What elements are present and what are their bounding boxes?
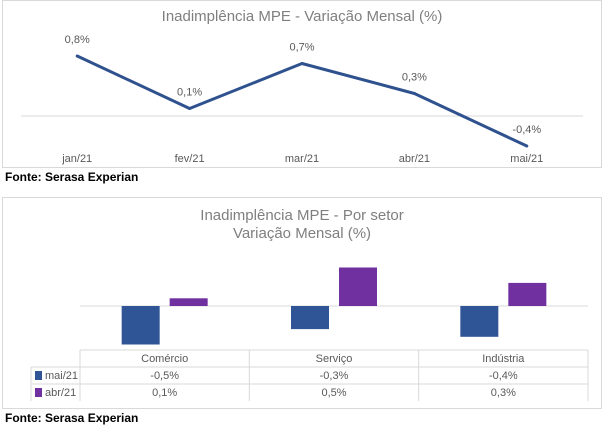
- data-label: 0,7%: [289, 42, 314, 54]
- table-cell: 0,3%: [491, 387, 516, 399]
- legend-label: mai/21: [45, 370, 78, 382]
- legend-key: [35, 388, 42, 397]
- table-cell: 0,5%: [321, 387, 346, 399]
- bar-chart-title-line2: Variação Mensal (%): [232, 225, 372, 242]
- bar: [121, 306, 160, 345]
- source-note-1: Fonte: Serasa Experian: [5, 170, 139, 184]
- data-label: -0,4%: [512, 124, 541, 136]
- bar-chart-title-line1: Inadimplência MPE - Por setor: [200, 207, 404, 224]
- category-header: Serviço: [316, 353, 353, 365]
- data-point: [75, 54, 79, 58]
- table-cell: -0,5%: [150, 370, 179, 382]
- data-point: [188, 107, 192, 110]
- table-cell: -0,3%: [320, 370, 349, 382]
- category-header: Indústria: [482, 353, 525, 365]
- bar: [169, 298, 208, 306]
- line-chart-svg: jan/21 0,8% fev/21 0,1% mar/21 0,7% abr/21 0,3%…: [21, 34, 583, 165]
- category-header: Comércio: [141, 353, 188, 365]
- data-label: 0,1%: [177, 87, 202, 99]
- bar: [508, 282, 547, 306]
- legend-label: abr/21: [45, 387, 76, 399]
- x-tick-label: jan/21: [61, 153, 92, 165]
- series-line: [76, 54, 528, 148]
- data-label: 0,8%: [65, 34, 90, 46]
- table-cell: -0,4%: [489, 370, 518, 382]
- data-point: [412, 92, 416, 95]
- line-chart-title: Inadimplência MPE - Variação Mensal (%): [161, 8, 443, 25]
- line-chart-panel: Inadimplência MPE - Variação Mensal (%) …: [2, 0, 602, 168]
- legend-key: [35, 371, 42, 380]
- data-point: [300, 62, 304, 65]
- x-tick-label: abr/21: [399, 153, 430, 165]
- data-point: [525, 144, 529, 148]
- data-label: 0,3%: [402, 72, 427, 84]
- bar: [291, 306, 329, 330]
- table-cell: 0,1%: [152, 387, 177, 399]
- bar-chart-panel: Inadimplência MPE - Por setor Variação M…: [2, 197, 602, 409]
- source-note-2: Fonte: Serasa Experian: [5, 411, 139, 425]
- bar-chart-svg: Comércio -0,5% 0,1% Serviço -0,3% 0,5% Indústr…: [30, 267, 589, 401]
- bar: [339, 267, 377, 306]
- x-tick-label: mar/21: [285, 153, 319, 165]
- x-tick-label: mai/21: [510, 153, 543, 165]
- bar: [460, 306, 499, 337]
- x-tick-label: fev/21: [175, 153, 205, 165]
